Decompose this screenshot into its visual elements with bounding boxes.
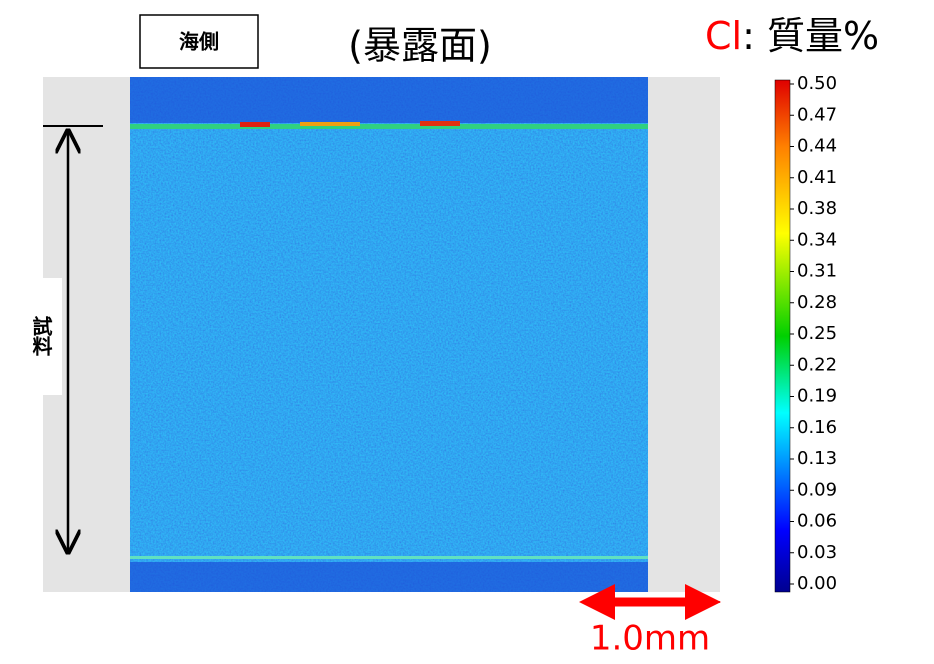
colorbar-tick-label: 0.25 [797,323,837,344]
element: Cl [705,14,742,58]
colorbar-tick-label: 0.28 [797,292,837,313]
colorbar-tick-label: 0.41 [797,167,837,188]
colorbar-tick-label: 0.03 [797,542,837,563]
colorbar-tick-label: 0.44 [797,136,837,157]
colorbar-tick-label: 0.47 [797,104,837,125]
hot-spot [300,122,360,126]
colorbar-tick-label: 0.06 [797,511,837,532]
sample-label: 試料 [29,315,53,357]
colorbar-tick-label: 0.09 [797,479,837,500]
figure: 試料 海側 (暴露面) Cl: 質量% 0.50 0.47 0.44 0.41 0.38… [0,0,934,660]
colorbar-tick-label: 0.00 [797,573,837,594]
map-noise [130,77,648,592]
colorbar-tick-label: 0.16 [797,417,837,438]
colorbar [775,80,790,592]
colorbar-tick-label: 0.22 [797,354,837,375]
hot-spot [240,122,270,127]
map-top-band [130,77,648,123]
colorbar-tick-label: 0.50 [797,73,837,94]
surface-line [130,124,648,129]
page: 試料 海側 (暴露面) Cl: 質量% 0.50 0.47 0.44 0.41 0.38… [0,0,934,664]
unit: : 質量% [742,14,879,58]
side-label: 海側 [179,30,219,54]
colorbar-ticks: 0.50 0.47 0.44 0.41 0.38 0.34 0.31 0.28 0.25 0.22… [790,73,837,594]
scale-label: 1.0mm [590,619,710,659]
colorbar-tick-label: 0.31 [797,261,837,282]
colorbar-tick-label: 0.38 [797,198,837,219]
colorbar-tick-label: 0.13 [797,448,837,469]
colorbar-tick-label: 0.34 [797,229,837,250]
background-right [648,77,720,592]
hot-spot [420,121,460,126]
colorbar-tick-label: 0.19 [797,386,837,407]
title: (暴露面) [348,24,492,68]
map-bottom-band [130,562,648,592]
bottom-line [130,556,648,559]
unit-title: Cl: 質量% [705,14,879,58]
